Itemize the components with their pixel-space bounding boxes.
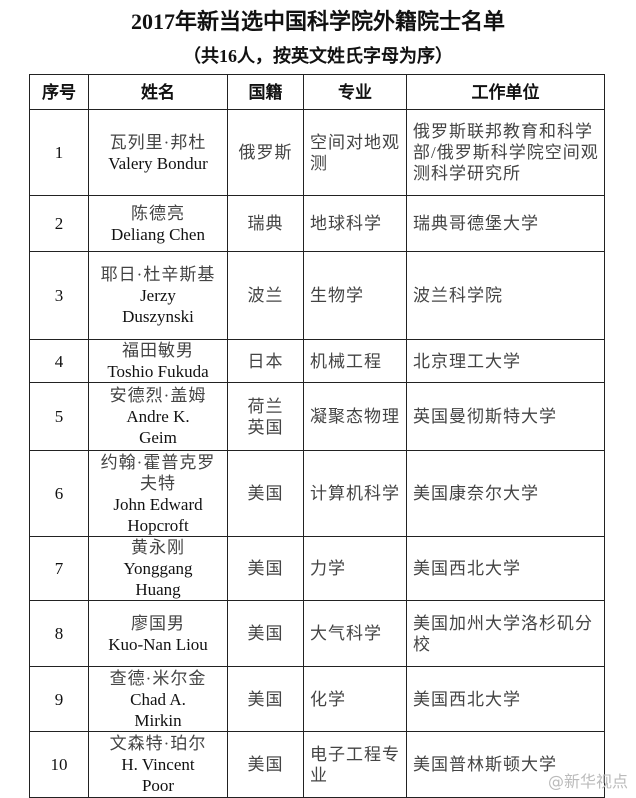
- name-chinese: 文森特·珀尔: [109, 734, 207, 753]
- header-unit: 工作单位: [406, 74, 605, 110]
- row-number: 8: [29, 600, 89, 667]
- name-cell: 廖国男 Kuo-Nan Liou: [88, 600, 228, 667]
- nationality-cell: 瑞典: [227, 195, 304, 252]
- nationality-cell: 美国: [227, 731, 304, 798]
- field-cell: 计算机科学: [303, 450, 407, 537]
- field-cell: 化学: [303, 666, 407, 732]
- name-chinese: 福田敏男: [122, 341, 194, 360]
- unit-cell: 美国西北大学: [406, 536, 605, 601]
- name-cell: 查德·米尔金 Chad A. Mirkin: [88, 666, 228, 732]
- name-cell: 瓦列里·邦杜 Valery Bondur: [88, 109, 228, 196]
- table-row: 1 瓦列里·邦杜 Valery Bondur 俄罗斯 空间对地观测 俄罗斯联邦教育…: [29, 109, 605, 196]
- nationality-cell: 波兰: [227, 251, 304, 340]
- document-title: 2017年新当选中国科学院外籍院士名单: [130, 9, 505, 34]
- name-english: Chad A. Mirkin: [130, 689, 186, 730]
- name-english: Yonggang Huang: [123, 559, 193, 599]
- row-number: 10: [29, 731, 89, 798]
- row-number: 7: [29, 536, 89, 601]
- table-row: 7 黄永刚 Yonggang Huang 美国 力学 美国西北大学: [29, 536, 605, 601]
- academician-table: 序号 姓名 国籍 专业 工作单位 1 瓦列里·邦杜 Valery Bondur 俄…: [29, 74, 605, 798]
- table-row: 9 查德·米尔金 Chad A. Mirkin 美国 化学 美国西北大学: [29, 666, 605, 732]
- table-row: 10 文森特·珀尔 H. Vincent Poor 美国 电子工程专业 美国普林斯…: [29, 731, 605, 798]
- row-number: 1: [29, 109, 89, 196]
- row-number: 5: [29, 382, 89, 451]
- nationality-cell: 日本: [227, 339, 304, 383]
- field-cell: 机械工程: [303, 339, 407, 383]
- name-english: John Edward Hopcroft: [113, 494, 203, 535]
- name-chinese: 黄永刚: [131, 538, 185, 557]
- table-row: 3 耶日·杜辛斯基 Jerzy Duszynski 波兰 生物学 波兰科学院: [29, 251, 605, 340]
- name-english: Jerzy Duszynski: [122, 286, 194, 326]
- watermark: @新华视点: [547, 772, 628, 791]
- name-cell: 福田敏男 Toshio Fukuda: [88, 339, 228, 383]
- field-cell: 凝聚态物理: [303, 382, 407, 451]
- table-row: 2 陈德亮 Deliang Chen 瑞典 地球科学 瑞典哥德堡大学: [29, 195, 605, 252]
- name-english: Andre K. Geim: [126, 407, 190, 447]
- field-cell: 力学: [303, 536, 407, 601]
- name-english: Deliang Chen: [111, 224, 205, 244]
- unit-cell: 美国加州大学洛杉矶分校: [406, 600, 605, 667]
- row-number: 6: [29, 450, 89, 537]
- name-chinese: 瓦列里·邦杜: [109, 132, 207, 152]
- header-name: 姓名: [88, 74, 228, 110]
- name-english: Toshio Fukuda: [107, 362, 209, 381]
- name-chinese: 耶日·杜辛斯基: [100, 265, 216, 284]
- nationality-cell: 美国: [227, 600, 304, 667]
- row-number: 3: [29, 251, 89, 340]
- name-chinese: 约翰·霍普克罗夫特: [100, 452, 216, 493]
- name-cell: 耶日·杜辛斯基 Jerzy Duszynski: [88, 251, 228, 340]
- unit-cell: 美国普林斯顿大学: [406, 731, 605, 798]
- name-cell: 文森特·珀尔 H. Vincent Poor: [88, 731, 228, 798]
- field-cell: 空间对地观测: [303, 109, 407, 196]
- name-english: Valery Bondur: [108, 153, 208, 173]
- table-header-row: 序号 姓名 国籍 专业 工作单位: [29, 74, 605, 110]
- name-chinese: 安德烈·盖姆: [109, 386, 207, 405]
- name-cell: 黄永刚 Yonggang Huang: [88, 536, 228, 601]
- nationality-cell: 俄罗斯: [227, 109, 304, 196]
- field-cell: 地球科学: [303, 195, 407, 252]
- row-number: 4: [29, 339, 89, 383]
- header-field: 专业: [303, 74, 407, 110]
- field-cell: 电子工程专业: [303, 731, 407, 798]
- nationality-cell: 荷兰 英国: [227, 382, 304, 451]
- document-subtitle: （共16人，按英文姓氏字母为序）: [183, 46, 453, 66]
- unit-cell: 北京理工大学: [406, 339, 605, 383]
- row-number: 9: [29, 666, 89, 732]
- table-row: 8 廖国男 Kuo-Nan Liou 美国 大气科学 美国加州大学洛杉矶分校: [29, 600, 605, 667]
- unit-cell: 英国曼彻斯特大学: [406, 382, 605, 451]
- name-english: Kuo-Nan Liou: [108, 634, 208, 654]
- unit-cell: 美国康奈尔大学: [406, 450, 605, 537]
- unit-cell: 俄罗斯联邦教育和科学部/俄罗斯科学院空间观测科学研究所: [406, 109, 605, 196]
- row-number: 2: [29, 195, 89, 252]
- nationality-cell: 美国: [227, 666, 304, 732]
- name-chinese: 陈德亮: [131, 203, 185, 223]
- nationality-cell: 美国: [227, 536, 304, 601]
- name-chinese: 查德·米尔金: [109, 668, 207, 688]
- field-cell: 大气科学: [303, 600, 407, 667]
- nationality-cell: 美国: [227, 450, 304, 537]
- name-english: H. Vincent Poor: [121, 755, 195, 795]
- header-nationality: 国籍: [227, 74, 304, 110]
- name-cell: 安德烈·盖姆 Andre K. Geim: [88, 382, 228, 451]
- header-no: 序号: [29, 74, 89, 110]
- name-cell: 陈德亮 Deliang Chen: [88, 195, 228, 252]
- unit-cell: 瑞典哥德堡大学: [406, 195, 605, 252]
- unit-cell: 美国西北大学: [406, 666, 605, 732]
- unit-cell: 波兰科学院: [406, 251, 605, 340]
- table-row: 6 约翰·霍普克罗夫特 John Edward Hopcroft 美国 计算机科学…: [29, 450, 605, 537]
- name-chinese: 廖国男: [131, 613, 185, 633]
- field-cell: 生物学: [303, 251, 407, 340]
- table-row: 5 安德烈·盖姆 Andre K. Geim 荷兰 英国 凝聚态物理 英国曼彻斯特…: [29, 382, 605, 451]
- table-row: 4 福田敏男 Toshio Fukuda 日本 机械工程 北京理工大学: [29, 339, 605, 383]
- name-cell: 约翰·霍普克罗夫特 John Edward Hopcroft: [88, 450, 228, 537]
